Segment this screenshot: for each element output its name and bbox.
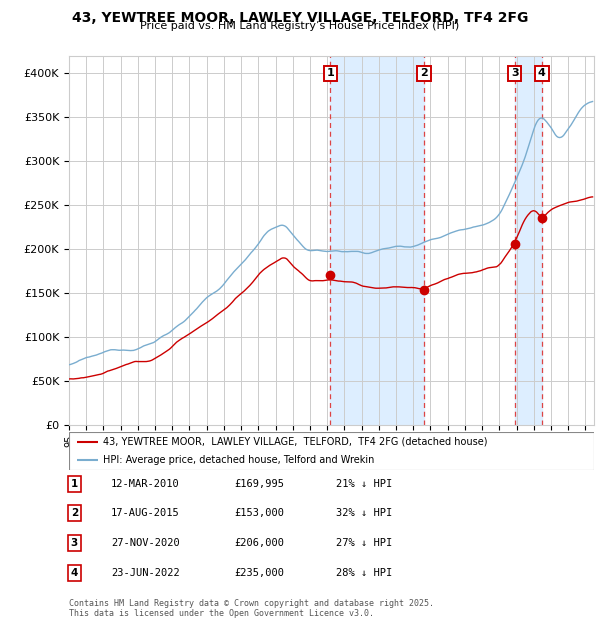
- Text: £169,995: £169,995: [234, 479, 284, 489]
- Text: £153,000: £153,000: [234, 508, 284, 518]
- Text: 1: 1: [71, 479, 78, 489]
- Text: HPI: Average price, detached house, Telford and Wrekin: HPI: Average price, detached house, Telf…: [103, 455, 374, 466]
- Text: 3: 3: [511, 68, 518, 78]
- Text: 43, YEWTREE MOOR,  LAWLEY VILLAGE,  TELFORD,  TF4 2FG (detached house): 43, YEWTREE MOOR, LAWLEY VILLAGE, TELFOR…: [103, 437, 488, 447]
- Text: 32% ↓ HPI: 32% ↓ HPI: [336, 508, 392, 518]
- Text: 23-JUN-2022: 23-JUN-2022: [111, 568, 180, 578]
- Text: 4: 4: [538, 68, 546, 78]
- Text: 1: 1: [326, 68, 334, 78]
- Text: 4: 4: [71, 568, 78, 578]
- Text: 3: 3: [71, 538, 78, 548]
- Text: £235,000: £235,000: [234, 568, 284, 578]
- Text: 17-AUG-2015: 17-AUG-2015: [111, 508, 180, 518]
- Text: 27% ↓ HPI: 27% ↓ HPI: [336, 538, 392, 548]
- Text: 21% ↓ HPI: 21% ↓ HPI: [336, 479, 392, 489]
- Bar: [515, 56, 542, 425]
- Text: This data is licensed under the Open Government Licence v3.0.: This data is licensed under the Open Gov…: [69, 609, 374, 618]
- Text: Contains HM Land Registry data © Crown copyright and database right 2025.: Contains HM Land Registry data © Crown c…: [69, 599, 434, 608]
- Text: 27-NOV-2020: 27-NOV-2020: [111, 538, 180, 548]
- Bar: [331, 56, 424, 425]
- Text: 28% ↓ HPI: 28% ↓ HPI: [336, 568, 392, 578]
- Text: 12-MAR-2010: 12-MAR-2010: [111, 479, 180, 489]
- Text: £206,000: £206,000: [234, 538, 284, 548]
- Text: 2: 2: [420, 68, 428, 78]
- Text: 43, YEWTREE MOOR, LAWLEY VILLAGE, TELFORD, TF4 2FG: 43, YEWTREE MOOR, LAWLEY VILLAGE, TELFOR…: [72, 11, 528, 25]
- Text: Price paid vs. HM Land Registry’s House Price Index (HPI): Price paid vs. HM Land Registry’s House …: [140, 21, 460, 31]
- Text: 2: 2: [71, 508, 78, 518]
